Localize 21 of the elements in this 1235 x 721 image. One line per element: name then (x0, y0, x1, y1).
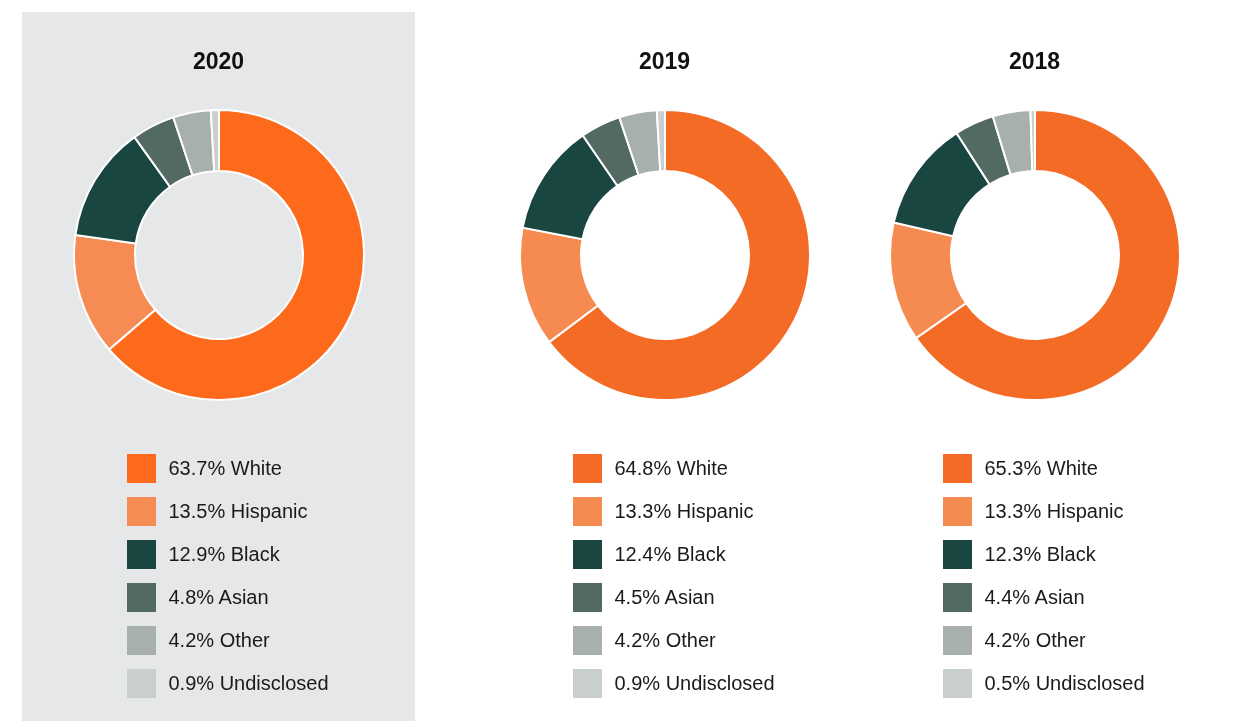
legend-label: 4.4% Asian (984, 586, 1085, 609)
legend-label: 12.4% Black (614, 543, 726, 566)
legend-label: 13.3% Hispanic (614, 500, 754, 523)
chart-title: 2018 (1007, 48, 1062, 75)
legend-label: 64.8% White (614, 457, 728, 480)
legend-label: 12.3% Black (984, 543, 1096, 566)
legend-label: 65.3% White (984, 457, 1098, 480)
legend-label: 4.2% Other (168, 629, 270, 652)
legend-label: 4.2% Other (614, 629, 716, 652)
legend-label: 13.3% Hispanic (984, 500, 1124, 523)
chart-title: 2019 (637, 48, 692, 75)
legend-label: 0.5% Undisclosed (984, 672, 1145, 695)
legend-label: 13.5% Hispanic (168, 500, 308, 523)
legend-label: 0.9% Undisclosed (168, 672, 329, 695)
legend-label: 4.8% Asian (168, 586, 269, 609)
legend-label: 63.7% White (168, 457, 282, 480)
chart-title: 2020 (191, 48, 246, 75)
legend-label: 4.2% Other (984, 629, 1086, 652)
legend-label: 0.9% Undisclosed (614, 672, 775, 695)
legend-label: 12.9% Black (168, 543, 280, 566)
legend-label: 4.5% Asian (614, 586, 715, 609)
